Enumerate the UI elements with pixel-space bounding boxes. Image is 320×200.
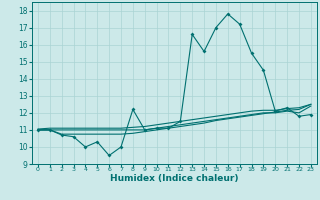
X-axis label: Humidex (Indice chaleur): Humidex (Indice chaleur): [110, 174, 239, 183]
